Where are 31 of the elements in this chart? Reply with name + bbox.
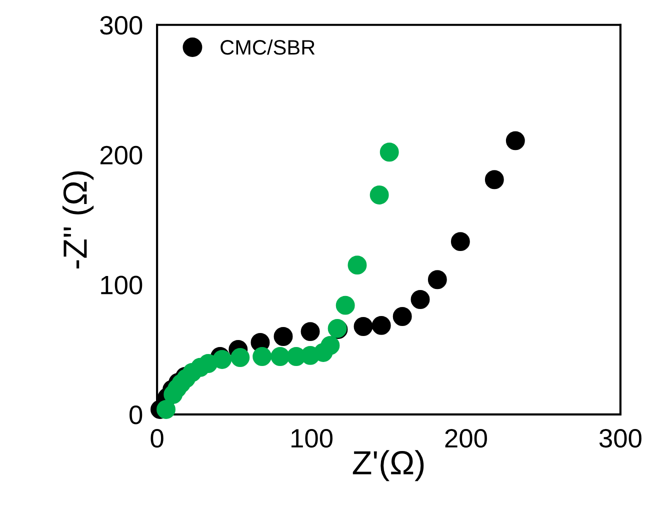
point xyxy=(370,185,389,204)
point xyxy=(380,142,399,162)
point xyxy=(270,347,290,366)
point xyxy=(450,232,470,252)
legend-label: CMC/SBR xyxy=(220,39,315,55)
point xyxy=(252,347,272,366)
point xyxy=(300,322,320,342)
y-tick-label: 300 xyxy=(100,16,142,35)
y-tick-label: 0 xyxy=(130,406,142,424)
y-tick-label: 100 xyxy=(101,276,142,294)
x-axis-title: Z'(Ω) xyxy=(352,450,424,482)
x-tick-label: 0 xyxy=(150,428,164,448)
point xyxy=(320,336,340,355)
point xyxy=(336,296,355,315)
point xyxy=(212,350,232,369)
x-tick-label: 100 xyxy=(292,428,333,448)
point xyxy=(156,400,176,419)
point xyxy=(372,316,391,335)
point xyxy=(348,256,367,275)
y-axis-title: -Z'' (Ω) xyxy=(62,171,94,268)
x-tick-label: 200 xyxy=(445,428,487,448)
point xyxy=(354,317,373,336)
point xyxy=(484,170,504,190)
point xyxy=(410,290,430,309)
x-tick-label: 300 xyxy=(599,428,642,448)
point xyxy=(392,307,412,326)
point xyxy=(506,131,525,150)
y-tick-label: 200 xyxy=(100,146,142,165)
point xyxy=(274,327,293,346)
point xyxy=(428,270,447,290)
point xyxy=(230,348,250,368)
